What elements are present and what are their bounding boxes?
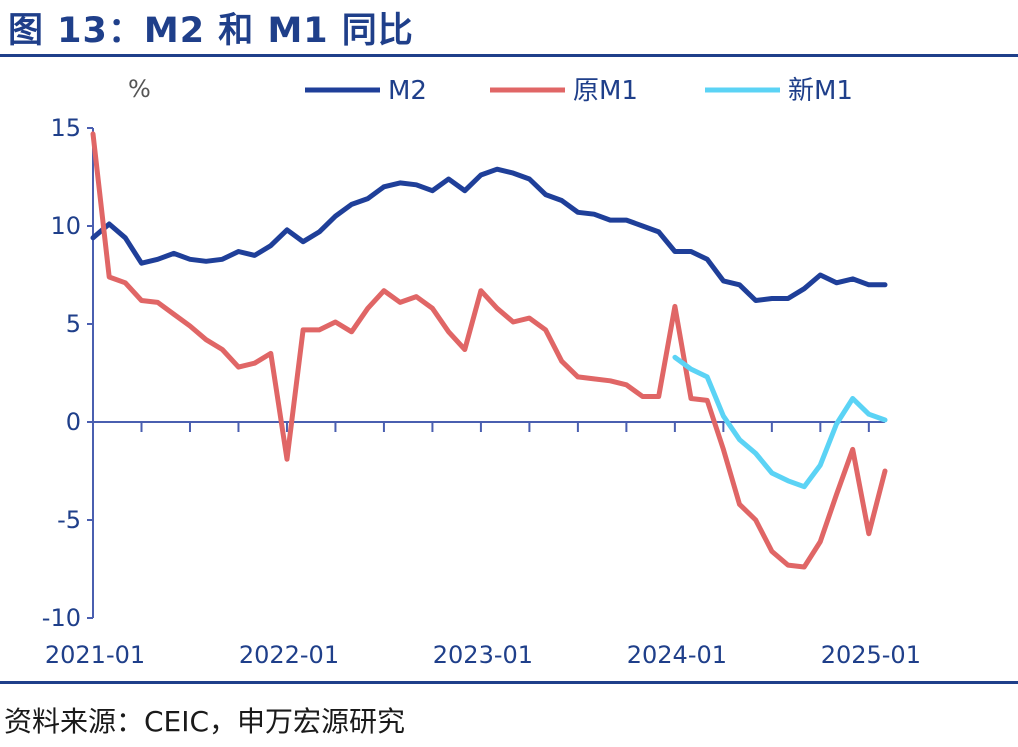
y-tick-label: 0 — [66, 408, 81, 436]
legend-label-M2: M2 — [388, 76, 427, 106]
legend: M2 原M1 新M1 — [305, 76, 853, 106]
y-tick-label: 15 — [50, 114, 81, 142]
x-tick-label: 2021-01 — [45, 641, 145, 669]
y-tick-label: -10 — [42, 604, 81, 632]
series-layer — [90, 131, 888, 570]
source-note: 资料来源：CEIC，申万宏源研究 — [4, 705, 406, 738]
y-unit-label: % — [128, 75, 151, 103]
title-rule — [0, 54, 1018, 57]
y-tick-label: 5 — [66, 310, 81, 338]
x-tick-label: 2024-01 — [627, 641, 727, 669]
line-chart: 15 10 5 0 -5 -10 2021-01 2022-01 2023-01 2024-01… — [42, 75, 921, 669]
y-tick-label: -5 — [57, 506, 81, 534]
x-tick-label: 2022-01 — [239, 641, 339, 669]
footer-rule — [0, 681, 1018, 684]
legend-label-原M1: 原M1 — [573, 76, 638, 106]
series-line-新M1 — [672, 354, 888, 490]
x-tick-label: 2025-01 — [821, 641, 921, 669]
x-tick-label: 2023-01 — [433, 641, 533, 669]
figure-title: 图 13：M2 和 M1 同比 — [8, 11, 414, 51]
series-line-M2 — [90, 166, 888, 303]
y-tick-label: 10 — [50, 212, 81, 240]
legend-label-新M1: 新M1 — [788, 76, 853, 106]
series-line-原M1 — [90, 131, 888, 570]
y-axis: 15 10 5 0 -5 -10 — [42, 114, 94, 632]
x-axis: 2021-01 2022-01 2023-01 2024-01 2025-01 — [45, 421, 921, 669]
